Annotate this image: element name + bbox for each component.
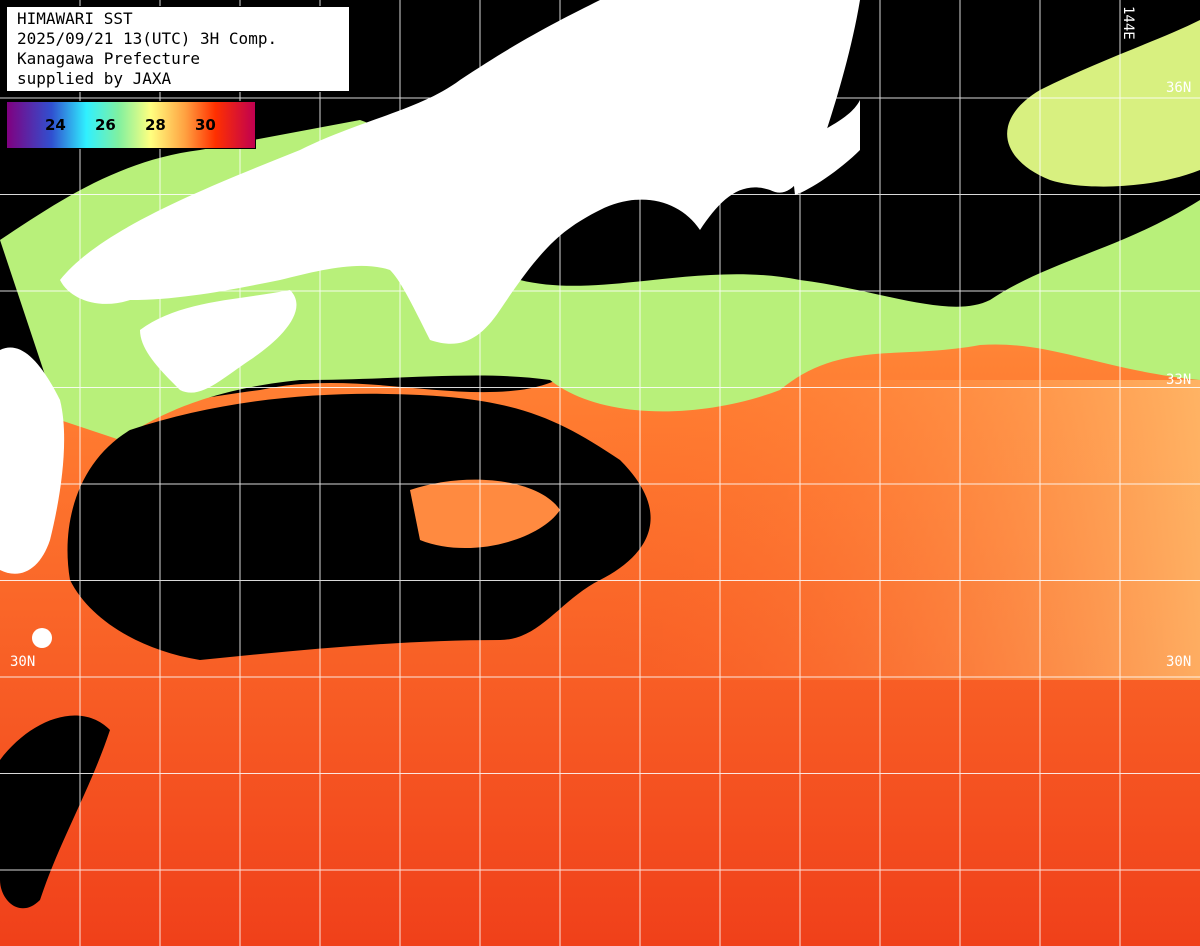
cool-sea-east (1007, 20, 1200, 187)
colorbar-tick: 28 (145, 116, 166, 134)
lon-label-144e: 144E (1120, 6, 1136, 40)
land-boso (790, 100, 860, 195)
land-kyushu (0, 347, 65, 574)
lat-label-30n-left: 30N (10, 654, 36, 670)
land-honshu (60, 0, 860, 344)
warm-east-area (600, 380, 1200, 680)
product-title: HIMAWARI SST (17, 9, 133, 28)
supplier-label: supplied by JAXA (17, 69, 172, 88)
colorbar-tick: 24 (45, 116, 66, 134)
warm-patch (410, 479, 560, 549)
land-island (32, 628, 52, 648)
datetime-label: 2025/09/21 13(UTC) 3H Comp. (17, 29, 278, 48)
cloud-area-south (67, 393, 651, 660)
region-label: Kanagawa Prefecture (17, 49, 201, 68)
colorbar-tick: 30 (195, 116, 216, 134)
land-shikoku (140, 290, 297, 393)
lat-label-30n-right: 30N (1166, 654, 1192, 670)
temperature-colorbar: 24 26 28 30 (6, 101, 256, 149)
title-box: HIMAWARI SST 2025/09/21 13(UTC) 3H Comp. K… (6, 6, 350, 92)
cloud-area-southwest (0, 715, 110, 909)
colorbar-tick: 26 (95, 116, 116, 134)
lat-label-36n: 36N (1166, 80, 1192, 96)
lat-label-33n: 33N (1166, 372, 1192, 388)
